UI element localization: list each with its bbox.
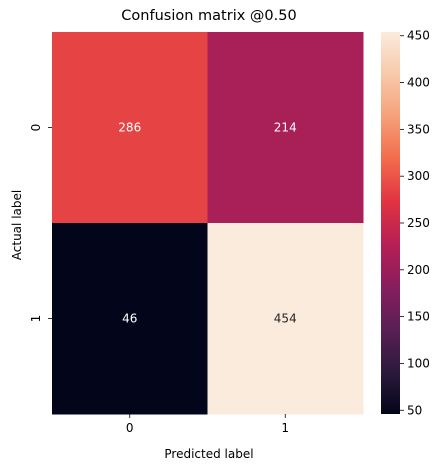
cell-value-label: 454	[274, 312, 297, 326]
cell-value-label: 46	[122, 312, 137, 326]
y-axis: 01	[29, 124, 52, 323]
y-axis-label: Actual label	[10, 190, 24, 260]
colorbar-tick-label: 400	[407, 76, 430, 90]
cell-value-label: 286	[118, 121, 141, 135]
colorbar-tick-label: 250	[407, 216, 430, 230]
colorbar-tick-label: 100	[407, 356, 430, 370]
x-tick-label: 0	[126, 421, 134, 435]
chart-title: Confusion matrix @0.50	[121, 8, 296, 24]
colorbar-tick-label: 50	[407, 403, 422, 417]
colorbar-tick-label: 300	[407, 169, 430, 183]
heatmap-cell	[207, 32, 364, 224]
heatmap-cell	[52, 32, 208, 224]
colorbar-gradient	[381, 32, 400, 414]
colorbar-tick-label: 200	[407, 263, 430, 277]
heatmap-cell	[52, 223, 208, 415]
cell-value-label: 214	[274, 121, 297, 135]
colorbar: 50 100 150 200 250 300 350 400 450	[381, 29, 430, 417]
colorbar-tick-label: 450	[407, 29, 430, 43]
colorbar-tick-label: 350	[407, 122, 430, 136]
y-tick-label: 1	[29, 315, 43, 323]
heatmap-cells: 286 214 46 454	[52, 32, 364, 415]
heatmap-cell	[207, 223, 364, 415]
x-axis-label: Predicted label	[164, 447, 253, 461]
y-tick-label: 0	[29, 124, 43, 132]
colorbar-tick-label: 150	[407, 310, 430, 324]
x-tick-label: 1	[281, 421, 289, 435]
